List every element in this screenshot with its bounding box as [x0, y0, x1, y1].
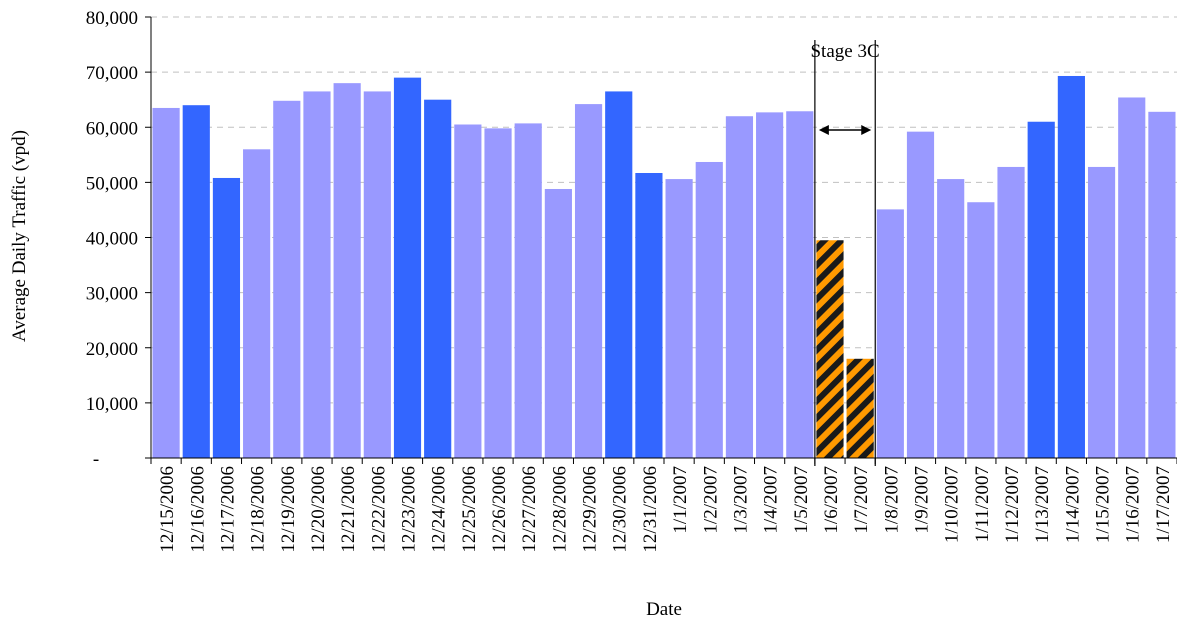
x-tick-label: 12/26/2006 [489, 466, 510, 553]
bar [967, 202, 995, 458]
bar [544, 188, 572, 459]
y-tick-label: 60,000 [86, 118, 138, 139]
bar [1087, 166, 1116, 458]
bar [876, 209, 904, 458]
x-tick-label: 12/17/2006 [217, 466, 238, 553]
x-tick-label: 1/10/2007 [942, 466, 963, 543]
bar [997, 166, 1025, 458]
x-tick-label: 1/12/2007 [1002, 466, 1023, 543]
bar [1148, 111, 1176, 458]
x-tick-label: 12/31/2006 [640, 466, 661, 553]
x-tick-label: 12/25/2006 [459, 466, 480, 553]
stage-annotation: Stage 3C [810, 40, 880, 466]
x-tick-label: 12/20/2006 [308, 466, 329, 553]
x-tick-label: 12/24/2006 [429, 466, 450, 553]
bar [152, 107, 180, 459]
bar [182, 105, 210, 458]
x-tick-label: 1/6/2007 [821, 466, 842, 534]
bar [635, 173, 663, 458]
bar [1118, 97, 1146, 459]
x-tick-label: 12/19/2006 [278, 466, 299, 553]
bar [484, 128, 512, 459]
x-tick-label: 1/13/2007 [1032, 466, 1053, 543]
x-axis-title: Date [646, 599, 682, 620]
bar [937, 179, 965, 458]
x-tick-label: 1/14/2007 [1062, 466, 1083, 543]
x-tick-label: 1/3/2007 [730, 466, 751, 534]
bar [786, 111, 814, 459]
bar [454, 124, 482, 459]
bar [1057, 75, 1085, 458]
bar [393, 77, 422, 458]
y-tick-label: 80,000 [86, 8, 138, 29]
bar [333, 83, 361, 459]
x-tick-label: 1/11/2007 [972, 466, 993, 542]
bar [665, 179, 693, 458]
x-tick-label: 12/15/2006 [157, 466, 178, 553]
bar [695, 161, 723, 458]
bar [846, 358, 874, 458]
y-tick-label: 30,000 [86, 284, 138, 305]
bar [424, 99, 452, 458]
x-tick-label: 12/23/2006 [399, 466, 420, 553]
x-tick-label: 1/5/2007 [791, 466, 812, 534]
y-axis-title: Average Daily Traffic (vpd) [9, 130, 30, 342]
stage-label: Stage 3C [810, 41, 879, 62]
bars [152, 75, 1176, 459]
x-tick-labels: 12/15/2006 12/16/2006 12/17/2006 12/18/2006… [157, 466, 1174, 553]
x-tick-label: 12/30/2006 [610, 466, 631, 553]
x-tick-label: 12/16/2006 [187, 466, 208, 553]
bar [273, 100, 301, 458]
stage-arrow-right-head [861, 125, 872, 135]
x-tick-label: 12/29/2006 [580, 466, 601, 553]
x-tick-label: 12/27/2006 [519, 466, 540, 553]
x-tick-label: 1/9/2007 [912, 466, 933, 534]
bar [514, 123, 542, 459]
x-tick-label: 1/1/2007 [670, 466, 691, 534]
bar [906, 131, 935, 458]
y-tick-label: 20,000 [86, 339, 138, 360]
bar [605, 91, 633, 458]
x-tick-label: 12/28/2006 [549, 466, 570, 553]
stage-arrow-left-head [818, 125, 829, 135]
bar [725, 116, 754, 458]
x-tick-label: 1/15/2007 [1093, 466, 1114, 543]
bar [574, 104, 603, 458]
bar [1027, 121, 1055, 459]
y-tick-label: - [93, 449, 99, 470]
x-tick-label: 12/18/2006 [248, 466, 269, 553]
bar [816, 240, 844, 458]
x-tick-label: 1/17/2007 [1153, 466, 1174, 543]
x-tick-label: 1/16/2007 [1123, 466, 1144, 543]
bar [303, 91, 331, 458]
bar [756, 112, 784, 459]
bar [243, 149, 271, 459]
x-tick-label: 1/7/2007 [851, 466, 872, 534]
y-tick-label: 10,000 [86, 394, 138, 415]
x-tick-label: 12/22/2006 [368, 466, 389, 553]
y-tick-label: 70,000 [86, 63, 138, 84]
bar [212, 177, 241, 458]
x-tick-label: 1/2/2007 [700, 466, 721, 534]
y-tick-label: 40,000 [86, 229, 138, 250]
y-tick-labels: - 10,000 20,000 30,000 40,000 50,000 60,000 70,… [86, 8, 138, 470]
bar [363, 91, 391, 458]
x-tick-label: 1/8/2007 [881, 466, 902, 534]
x-tick-label: 1/4/2007 [761, 466, 782, 534]
x-tick-label: 12/21/2006 [338, 466, 359, 553]
y-tick-label: 50,000 [86, 173, 138, 194]
